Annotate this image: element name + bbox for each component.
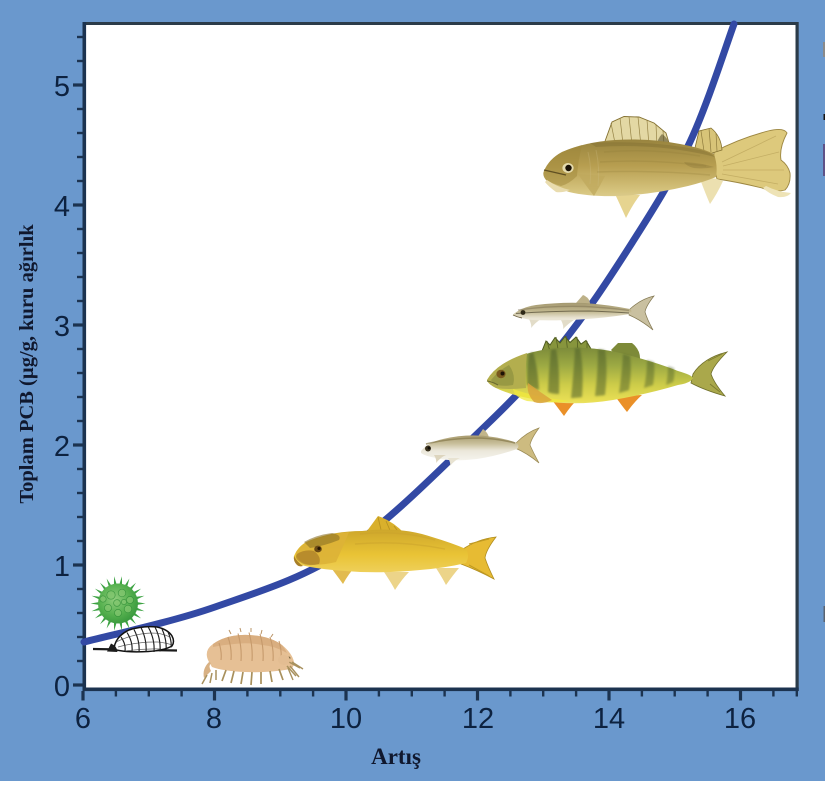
svg-text:2: 2 (54, 431, 70, 463)
svg-text:3: 3 (54, 311, 70, 343)
svg-text:12: 12 (462, 703, 494, 735)
svg-text:0: 0 (54, 671, 70, 703)
svg-text:14: 14 (593, 703, 625, 735)
svg-text:Toplam PCB (µg/g, kuru ağırlık: Toplam PCB (µg/g, kuru ağırlık (16, 224, 38, 504)
svg-text:Artış: Artış (371, 744, 421, 769)
svg-text:16: 16 (724, 703, 756, 735)
svg-text:10: 10 (330, 703, 362, 735)
svg-text:1: 1 (54, 551, 70, 583)
svg-text:4: 4 (54, 191, 70, 223)
svg-text:8: 8 (206, 703, 222, 735)
svg-text:6: 6 (75, 703, 91, 735)
svg-text:5: 5 (54, 71, 70, 103)
